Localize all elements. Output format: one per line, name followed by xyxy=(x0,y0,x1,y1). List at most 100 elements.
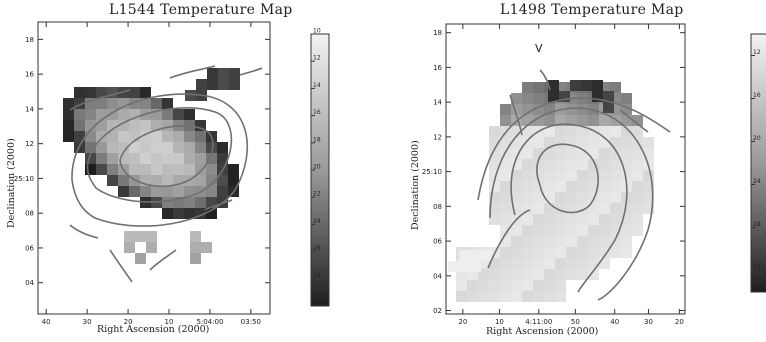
heatmap-cell xyxy=(610,115,621,126)
heatmap-cell xyxy=(162,98,173,109)
heatmap-cell xyxy=(218,79,229,90)
heatmap-cell xyxy=(533,236,544,247)
heatmap-cell xyxy=(599,170,610,181)
heatmap-cell xyxy=(500,192,511,203)
heatmap-cell xyxy=(146,231,157,242)
heatmap-cell xyxy=(96,109,107,120)
heatmap-cell xyxy=(588,126,599,137)
contour-line xyxy=(239,67,263,76)
heatmap-cell xyxy=(632,192,643,203)
heatmap-cell xyxy=(173,142,184,153)
heatmap-cell xyxy=(151,164,162,175)
heatmap-cell xyxy=(190,242,201,253)
heatmap-cell xyxy=(577,115,588,126)
y-tick-label: 18 xyxy=(25,36,34,44)
heatmap-cell xyxy=(96,120,107,131)
heatmap-cell xyxy=(522,236,533,247)
x-tick-label: 40 xyxy=(610,318,619,326)
x-tick-label: 30 xyxy=(644,318,653,326)
colorbar-tick-label: 28 xyxy=(753,221,761,228)
contour-line xyxy=(509,94,523,136)
heatmap-cell xyxy=(610,170,621,181)
heatmap-cell xyxy=(129,98,140,109)
heatmap-cell xyxy=(621,137,632,148)
heatmap-cell xyxy=(217,153,228,164)
heatmap-cell xyxy=(511,258,522,269)
heatmap-cell xyxy=(500,258,511,269)
heatmap-cell xyxy=(140,175,151,186)
heatmap-cell xyxy=(599,137,610,148)
heatmap-cell xyxy=(129,120,140,131)
heatmap-cell xyxy=(107,98,118,109)
heatmap-cell xyxy=(96,153,107,164)
heatmap-cell xyxy=(566,137,577,148)
heatmap-cell xyxy=(533,104,544,115)
heatmap-cell xyxy=(129,164,140,175)
heatmap-cell xyxy=(621,225,632,236)
heatmap-cell xyxy=(588,137,599,148)
heatmap-cell xyxy=(566,247,577,258)
heatmap-cell xyxy=(588,148,599,159)
contour-line xyxy=(69,89,131,111)
heatmap-cell xyxy=(511,280,522,291)
heatmap-cell xyxy=(599,225,610,236)
heatmap-cell xyxy=(85,142,96,153)
heatmap-cell xyxy=(511,126,522,137)
heatmap-cell xyxy=(217,175,228,186)
heatmap-cell xyxy=(459,261,470,272)
heatmap-cell xyxy=(533,280,544,291)
heatmap-cell xyxy=(566,269,577,280)
heatmap-cell xyxy=(577,236,588,247)
heatmap-cell xyxy=(129,87,140,98)
heatmap-cell xyxy=(151,153,162,164)
heatmap-cell xyxy=(500,280,511,291)
heatmap-cell xyxy=(621,93,632,104)
heatmap-cell xyxy=(566,126,577,137)
heatmap-cell xyxy=(489,126,500,137)
heatmap-cell xyxy=(599,214,610,225)
heatmap-cell xyxy=(184,197,195,208)
heatmap-cell xyxy=(459,250,470,261)
heatmap-cell xyxy=(500,269,511,280)
heatmap-cell xyxy=(129,153,140,164)
heatmap-cell xyxy=(643,137,654,148)
heatmap-cell xyxy=(610,181,621,192)
contour-line xyxy=(71,93,248,227)
right-x-axis-title: Right Ascension (2000) xyxy=(486,326,599,337)
heatmap-cell xyxy=(599,236,610,247)
heatmap-cell xyxy=(118,109,129,120)
heatmap-cell xyxy=(522,225,533,236)
heatmap-cell xyxy=(544,203,555,214)
heatmap-cell xyxy=(195,164,206,175)
heatmap-cell xyxy=(577,247,588,258)
heatmap-cell xyxy=(207,79,218,90)
heatmap-cell xyxy=(173,186,184,197)
heatmap-cell xyxy=(643,148,654,159)
heatmap-cell xyxy=(632,181,643,192)
heatmap-cell xyxy=(162,164,173,175)
heatmap-cell xyxy=(207,68,218,79)
heatmap-cell xyxy=(555,236,566,247)
heatmap-cell xyxy=(533,203,544,214)
heatmap-cell xyxy=(118,98,129,109)
heatmap-cell xyxy=(599,115,610,126)
heatmap-cell xyxy=(577,225,588,236)
heatmap-cell xyxy=(151,120,162,131)
heatmap-cell xyxy=(522,126,533,137)
heatmap-cell xyxy=(201,242,212,253)
heatmap-cell xyxy=(500,181,511,192)
heatmap-cell xyxy=(85,98,96,109)
heatmap-cell xyxy=(206,175,217,186)
heatmap-cell xyxy=(511,236,522,247)
contour-line xyxy=(69,224,99,239)
heatmap-cell xyxy=(643,203,654,214)
heatmap-cell xyxy=(566,181,577,192)
contour-line xyxy=(489,107,654,301)
heatmap-cell xyxy=(621,159,632,170)
heatmap-cell xyxy=(63,98,74,109)
heatmap-cell xyxy=(162,186,173,197)
x-tick-label: 03:50 xyxy=(241,318,261,326)
heatmap-cell xyxy=(96,142,107,153)
heatmap-cell xyxy=(522,181,533,192)
